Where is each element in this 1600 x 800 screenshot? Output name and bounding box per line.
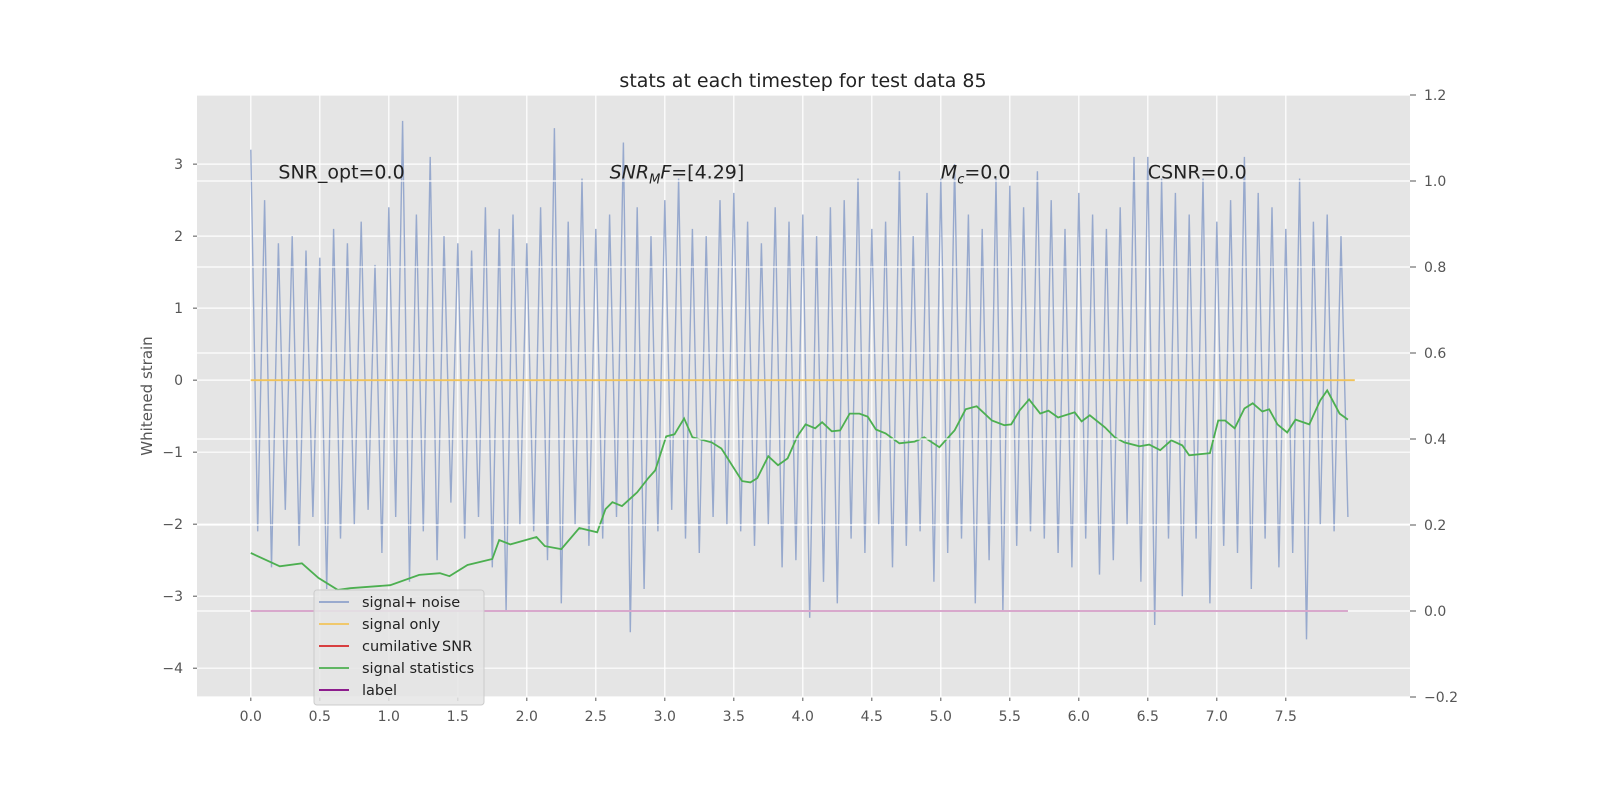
- y2-tick-label: 1.2: [1424, 88, 1446, 104]
- y-tick-label: 0: [174, 373, 183, 389]
- x-tick-label: 2.5: [585, 709, 607, 725]
- x-tick-label: 6.5: [1137, 709, 1159, 725]
- y-tick-label: −4: [162, 661, 183, 677]
- y-tick-label: 3: [174, 157, 183, 173]
- y2-tick-label: 0.2: [1424, 518, 1446, 534]
- y2-tick-label: −0.2: [1424, 690, 1458, 706]
- x-tick-label: 5.5: [999, 709, 1021, 725]
- series-line: [250, 388, 1349, 591]
- x-tick-label: 5.0: [930, 709, 952, 725]
- x-tick-label: 6.0: [1068, 709, 1090, 725]
- annotation-part: CSNR=0.0: [1148, 162, 1247, 184]
- annotation-part: c: [957, 173, 964, 188]
- x-tick-label: 0.5: [309, 709, 331, 725]
- annotation-part: M: [941, 162, 957, 184]
- annotation: Mc=0.0: [941, 162, 1011, 188]
- y2-tick-label: 1.0: [1424, 174, 1446, 190]
- y-tick-label: 2: [174, 229, 183, 245]
- x-tick-label: 1.0: [378, 709, 400, 725]
- x-tick-label: 1.5: [447, 709, 469, 725]
- annotation-part: SNR_opt=0.0: [278, 162, 404, 184]
- y2-tick-label: 0.0: [1424, 604, 1446, 620]
- annotation: SNRMF=[4.29]: [610, 162, 745, 188]
- chart-title: stats at each timestep for test data 85: [619, 70, 986, 92]
- y-axis-label: Whitened strain: [138, 336, 156, 455]
- legend-label: signal+ noise: [362, 595, 460, 611]
- x-tick-label: 7.0: [1206, 709, 1228, 725]
- annotation-part: M: [649, 173, 660, 188]
- y-tick-label: −1: [162, 445, 183, 461]
- y-tick-label: 1: [174, 301, 183, 317]
- legend-label: cumilative SNR: [362, 639, 472, 655]
- x-tick-label: 7.5: [1275, 709, 1297, 725]
- y-tick-label: −2: [162, 517, 183, 533]
- y2-tick-label: 0.6: [1424, 346, 1446, 362]
- x-tick-label: 0.0: [240, 709, 262, 725]
- series-line: [250, 120, 1349, 640]
- legend-label: signal statistics: [362, 661, 474, 677]
- x-tick-label: 3.5: [723, 709, 745, 725]
- y-tick-label: −3: [162, 589, 183, 605]
- x-tick-label: 2.0: [516, 709, 538, 725]
- x-tick-label: 4.0: [792, 709, 814, 725]
- annotation-part: F: [660, 162, 672, 184]
- annotation: CSNR=0.0: [1148, 162, 1247, 184]
- annotation-part: =[4.29]: [671, 162, 744, 184]
- x-tick-label: 3.0: [654, 709, 676, 725]
- annotation-part: SNR: [610, 162, 649, 184]
- y2-tick-label: 0.8: [1424, 260, 1446, 276]
- legend-label: signal only: [362, 617, 441, 633]
- x-tick-label: 4.5: [861, 709, 883, 725]
- legend-label: label: [362, 683, 397, 699]
- y2-tick-label: 0.4: [1424, 432, 1446, 448]
- annotation-part: =0.0: [964, 162, 1010, 184]
- annotation: SNR_opt=0.0: [278, 162, 404, 184]
- legend-box: [313, 589, 485, 706]
